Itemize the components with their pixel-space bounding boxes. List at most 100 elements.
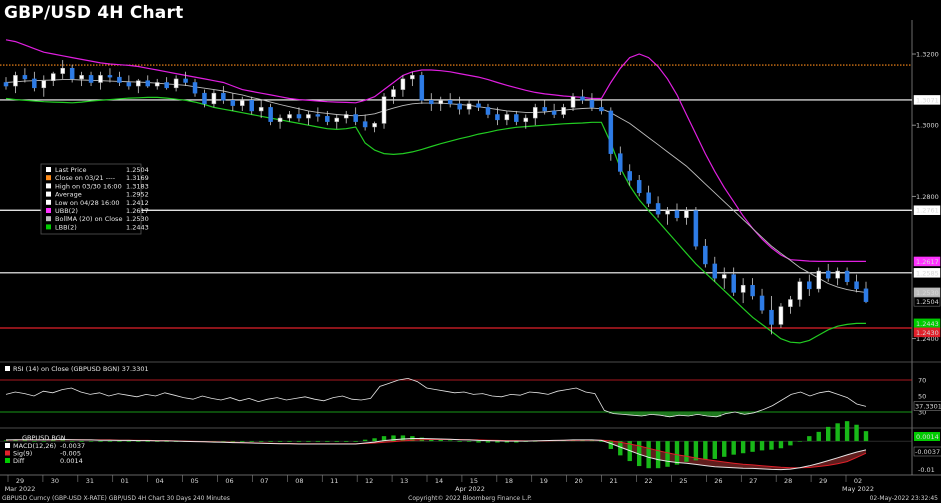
macd-diff-bar [315, 441, 321, 442]
candle-body [797, 281, 803, 300]
candle-body [674, 210, 680, 218]
x-tick-label: 29 [819, 477, 827, 485]
macd-diff-bar [533, 441, 538, 442]
macd-diff-bar [750, 441, 755, 452]
legend-label: Average [55, 191, 82, 199]
page-title: GBP/USD 4H Chart [4, 3, 184, 23]
rsi-oversold-fill [674, 412, 684, 416]
macd-diff-bar [60, 440, 65, 442]
candle-body [13, 75, 18, 87]
macd-diff-bar [429, 438, 434, 442]
macd-diff-bar [476, 441, 481, 443]
x-tick-label: 20 [575, 477, 583, 485]
candle-body [429, 100, 434, 105]
legend-value: 1.2504 [126, 166, 149, 174]
legend-label: UBB(2) [55, 207, 78, 215]
macd-diff-bar [580, 440, 585, 442]
rsi-value-label: 37.3301 [915, 403, 941, 411]
candle-body [173, 78, 179, 89]
rsi-oversold-fill [683, 412, 694, 416]
macd-diff-bar [88, 441, 94, 442]
macd-diff-bar [495, 441, 500, 443]
candle-body [353, 114, 358, 122]
candle-body [599, 107, 604, 112]
macd-diff-bar [221, 441, 226, 442]
candle-body [343, 114, 349, 119]
candle-body [372, 123, 377, 128]
candle-body [107, 75, 113, 78]
candle-body [410, 75, 415, 80]
legend-label: Close on 03/21 ---- [55, 174, 116, 182]
candle-body [589, 100, 595, 108]
price-panel: 1.3200 1.3000 1.2800 1.2400 1.3071 1.2761 1.26… [0, 20, 941, 475]
rsi-tick-label: 30 [918, 409, 926, 417]
rsi-oversold-fill [720, 412, 731, 414]
candle-body [391, 89, 396, 97]
macd-diff-bar [117, 441, 122, 442]
candle-body [315, 114, 321, 117]
candle-body [258, 107, 264, 112]
x-tick-label: 30 [51, 477, 59, 485]
macd-legend-swatch [5, 458, 10, 463]
candle-body [3, 82, 9, 87]
candle-body [495, 114, 500, 121]
candle-body [306, 114, 311, 119]
price-tag [913, 95, 941, 105]
candle-body [249, 100, 254, 112]
candle-body [580, 96, 585, 101]
candle-body [863, 288, 869, 302]
macd-diff-bar [98, 441, 103, 442]
rsi-line [5, 377, 867, 418]
x-tick-label: 27 [749, 477, 757, 485]
candle-body [703, 245, 708, 265]
price-tag [913, 268, 941, 278]
macd-diff-bar [703, 441, 708, 460]
macd-signal-line [5, 439, 867, 469]
x-tick-label: 12 [365, 477, 373, 485]
macd-diff-bar [731, 441, 736, 455]
x-tick-label: 21 [609, 477, 617, 485]
candle-body [287, 114, 292, 119]
macd-diff-bar [665, 441, 670, 467]
candle-body [240, 100, 245, 106]
x-tick-label: 25 [679, 477, 687, 485]
candle-body [476, 103, 481, 108]
macd-legend-value: -0.0037 [60, 442, 85, 450]
macd-diff-bar [155, 441, 160, 442]
macd-diff-bar [400, 435, 406, 442]
candle-body [655, 203, 661, 215]
legend-swatch [46, 216, 51, 222]
legend-value: 1.2412 [126, 199, 149, 207]
macd-diff-bar [863, 431, 869, 442]
macd-diff-bar [722, 441, 727, 457]
candle-body [32, 78, 37, 89]
legend-value: 1.2443 [126, 223, 149, 231]
x-tick-label: 31 [86, 477, 94, 485]
rsi-legend-label: RSI (14) on Close (GBPUSD BGN) 37.3301 [13, 365, 149, 373]
macd-diff-bar [344, 441, 349, 442]
candle-body [192, 82, 198, 94]
macd-diff-bar [759, 441, 765, 451]
legend-value: 1.2617 [126, 207, 149, 215]
candle-body [154, 82, 160, 87]
candle-body [22, 75, 28, 80]
macd-diff-bar [599, 441, 604, 442]
macd-diff-bar [825, 426, 831, 442]
macd-diff-bar [391, 435, 396, 442]
x-tick-label: 15 [470, 477, 478, 485]
rsi-oversold-fill [636, 412, 647, 416]
macd-diff-bar [646, 441, 651, 469]
x-axis-bg [0, 475, 941, 503]
macd-legend-value: 0.0014 [60, 457, 83, 465]
month-label: May 2022 [842, 485, 874, 493]
macd-line [5, 438, 867, 471]
candle-body [400, 78, 406, 90]
macd-diff-bar [296, 441, 302, 442]
candle-body [419, 75, 425, 101]
rsi-oversold-fill [618, 412, 628, 415]
upper-band-line [5, 39, 866, 262]
macd-diff-bar [381, 436, 387, 442]
legend-swatch [46, 224, 51, 230]
